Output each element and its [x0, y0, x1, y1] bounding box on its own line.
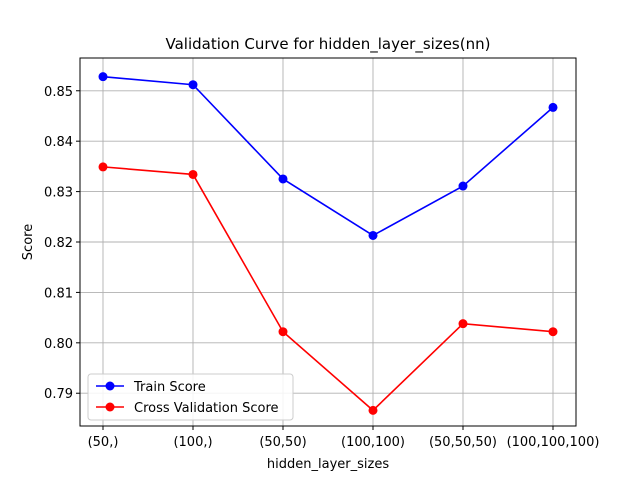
legend: Train Score Cross Validation Score: [87, 373, 294, 421]
y-tick-label: 0.84: [44, 135, 73, 150]
series-0: [98, 72, 558, 240]
data-point: [368, 230, 378, 240]
data-point: [98, 162, 108, 172]
x-tick-label: (50,50): [259, 435, 306, 450]
y-axis-label: Score: [21, 224, 36, 260]
x-tick-label: (100,100,100): [507, 435, 600, 450]
y-tick-label: 0.83: [44, 186, 73, 201]
series-line: [102, 166, 554, 412]
axis-ticks: (50,) (100,) (50,50) (100,100) (50,50,50) (10…: [44, 85, 599, 450]
y-tick-label: 0.81: [44, 286, 73, 301]
data-point: [548, 102, 558, 112]
data-point: [278, 327, 288, 337]
data-point: [98, 72, 108, 82]
x-tick-label: (100,): [173, 435, 212, 450]
y-tick-label: 0.85: [44, 85, 73, 100]
data-point: [188, 80, 198, 90]
y-tick-label: 0.80: [44, 337, 73, 352]
x-tick-label: (50,50,50): [429, 435, 497, 450]
data-point: [188, 169, 198, 179]
x-axis-label: hidden_layer_sizes: [267, 457, 389, 472]
x-tick-label: (50,): [88, 435, 119, 450]
series-line: [102, 75, 554, 237]
data-point: [278, 174, 288, 184]
legend-label: Train Score: [133, 380, 206, 395]
chart-title: Validation Curve for hidden_layer_sizes(…: [166, 35, 491, 54]
x-tick-label: (100,100): [341, 435, 405, 450]
data-point: [458, 181, 468, 191]
data-point: [368, 405, 378, 415]
y-tick-label: 0.79: [44, 387, 73, 402]
legend-marker: [105, 402, 115, 412]
series-1: [98, 162, 558, 415]
series-layer: [98, 72, 558, 415]
legend-label: Cross Validation Score: [134, 401, 279, 416]
data-point: [458, 319, 468, 329]
legend-marker: [105, 381, 115, 391]
legend-box: [87, 373, 294, 421]
data-point: [548, 327, 558, 337]
grid: [80, 58, 576, 426]
y-tick-label: 0.82: [44, 236, 73, 251]
